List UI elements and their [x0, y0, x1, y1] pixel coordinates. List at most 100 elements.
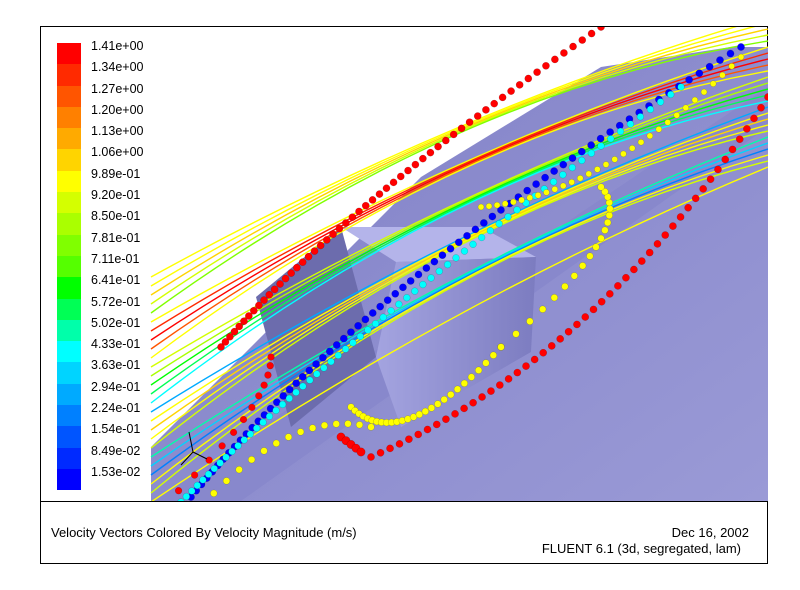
legend-entry: 5.02e-01 [57, 315, 177, 342]
particle [190, 471, 199, 479]
streamline [150, 160, 768, 494]
legend-label: 1.20e+00 [91, 102, 144, 117]
particle [637, 138, 645, 146]
particle [265, 290, 274, 299]
streamline [150, 46, 768, 323]
particle [341, 219, 350, 227]
particle [620, 150, 627, 158]
particle [395, 440, 404, 448]
particle [292, 379, 300, 388]
streamline [150, 136, 768, 458]
legend-swatch [57, 128, 81, 150]
particle [486, 227, 495, 235]
particle [260, 296, 268, 304]
particle [287, 269, 296, 277]
particle [404, 166, 412, 175]
particle [585, 170, 593, 178]
particle [646, 132, 654, 140]
legend-entry: 8.49e-02 [57, 444, 177, 469]
particle [423, 425, 432, 434]
particle [441, 136, 450, 145]
particle [419, 280, 427, 289]
particle [210, 464, 218, 473]
particle [411, 287, 419, 295]
particle [691, 194, 700, 203]
particle [217, 343, 225, 351]
particle [568, 154, 577, 162]
particle [438, 251, 447, 260]
particle [419, 154, 427, 163]
particle [389, 178, 398, 187]
particle [375, 190, 384, 198]
particle [573, 320, 581, 329]
viewport[interactable]: 1.41e+00 1.34e+00 1.27e+00 1.20e+00 1.13e+00… [41, 27, 768, 501]
particle [669, 222, 677, 230]
particle [645, 248, 654, 257]
particle [354, 321, 362, 330]
legend-entry: 1.34e+00 [57, 60, 177, 86]
particle [559, 160, 568, 169]
legend-label: 5.02e-01 [91, 315, 141, 330]
particle [587, 29, 596, 38]
particle [673, 112, 681, 119]
particle [325, 347, 334, 356]
particle [581, 313, 590, 321]
particle [435, 267, 443, 275]
particle [532, 180, 540, 188]
legend-swatch [57, 319, 81, 342]
graphics-window[interactable]: 1.41e+00 1.34e+00 1.27e+00 1.20e+00 1.13e+00… [40, 26, 768, 564]
legend-swatch [57, 298, 81, 320]
particle [313, 370, 321, 378]
particle [349, 339, 357, 347]
particle [606, 205, 614, 213]
streamline [150, 34, 768, 305]
legend-entry: 1.53e-02 [57, 465, 177, 491]
particle [210, 489, 218, 497]
particle [587, 141, 596, 149]
particle [284, 433, 293, 441]
particle [347, 328, 355, 337]
legend-entry: 3.63e-01 [57, 358, 177, 384]
particle [550, 293, 558, 302]
particle [602, 161, 610, 168]
particle [526, 317, 534, 325]
legend-entry: 1.13e+00 [57, 124, 177, 150]
streamline [150, 76, 768, 368]
particle [463, 232, 471, 240]
particle [356, 447, 366, 457]
legend-entry: 6.41e-01 [57, 273, 177, 299]
particle [239, 415, 248, 424]
particle [440, 395, 448, 404]
particle [568, 178, 575, 186]
particle [308, 424, 317, 432]
legend-swatch [57, 405, 81, 427]
particle [320, 421, 329, 430]
particle [403, 294, 411, 302]
streamline [150, 142, 768, 467]
particle [630, 265, 638, 274]
particle [249, 306, 258, 315]
particle [559, 171, 567, 179]
particle [432, 420, 441, 429]
particle [510, 198, 517, 206]
legend-entry: 1.54e-01 [57, 422, 177, 448]
particle [355, 207, 363, 216]
legend-swatch [57, 149, 81, 171]
particle [655, 126, 663, 133]
particle [382, 184, 391, 193]
particle [561, 282, 569, 291]
legend-swatch [57, 234, 81, 256]
particle [551, 55, 559, 64]
particle [569, 42, 577, 51]
particle [699, 185, 708, 193]
particle [367, 423, 375, 431]
legend-swatch [57, 426, 81, 448]
particle [479, 219, 488, 227]
particle [606, 128, 614, 136]
legend-swatch [57, 447, 81, 469]
plot-caption: Velocity Vectors Colored By Velocity Mag… [51, 525, 357, 540]
particle [597, 234, 605, 243]
particle [193, 481, 201, 490]
legend-entry: 2.94e-01 [57, 380, 177, 406]
particle [255, 392, 263, 400]
